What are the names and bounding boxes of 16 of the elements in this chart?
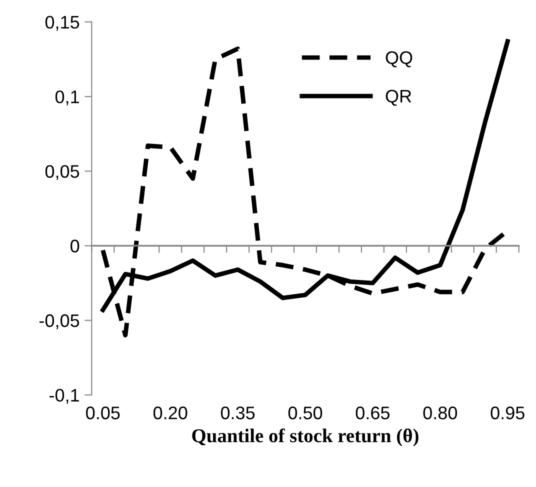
x-tick-label: 0.65 xyxy=(356,406,390,420)
x-tick-label: 0.35 xyxy=(220,406,255,420)
x-tick-label: 0.80 xyxy=(423,406,458,420)
y-tick-label: -0,05 xyxy=(40,314,80,330)
y-tick-label: 0,15 xyxy=(45,16,80,31)
x-tick-label: 0.05 xyxy=(86,406,120,420)
x-tick-label: 0.50 xyxy=(288,406,322,420)
y-tick-label: -0,1 xyxy=(50,388,79,404)
x-tick-label: 0.20 xyxy=(153,406,188,420)
x-axis-title: Quantile of stock return (θ) xyxy=(192,428,418,446)
y-tick-label: 0,1 xyxy=(55,90,79,106)
legend-label: QQ xyxy=(386,51,412,68)
legend-label: QR xyxy=(386,90,412,106)
x-tick-label: 0.95 xyxy=(490,406,524,420)
y-tick-label: 0,05 xyxy=(45,165,80,180)
y-tick-label: 0 xyxy=(70,240,80,252)
